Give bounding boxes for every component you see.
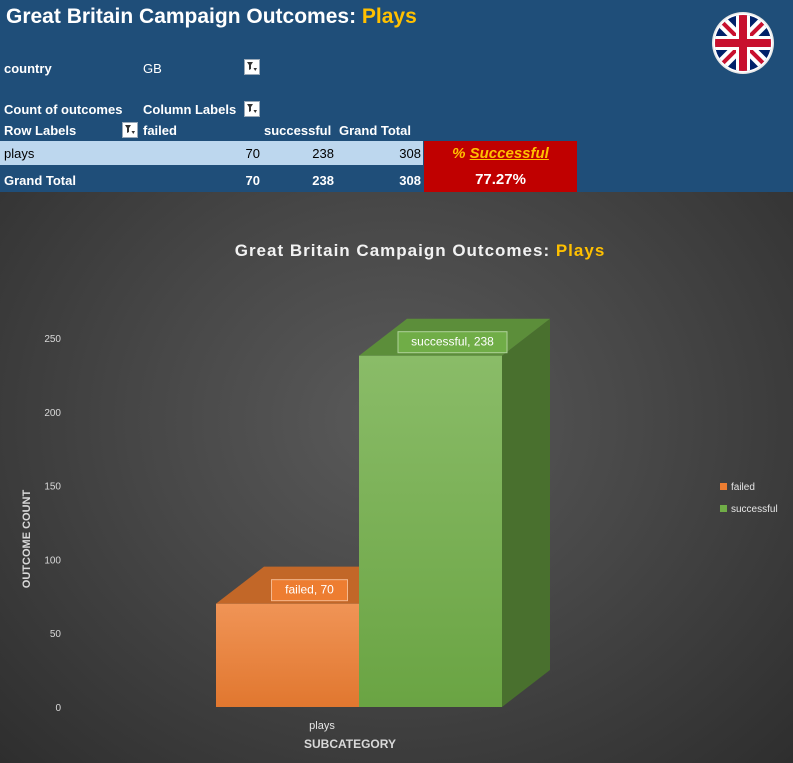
column-header-failed: failed [143, 123, 177, 138]
y-tick-label: 150 [44, 482, 61, 493]
dashboard-title-prefix: Great Britain Campaign Outcomes: [6, 5, 362, 28]
data-label-successful: successful, 238 [397, 331, 508, 354]
grand-total-total: 308 [399, 173, 421, 188]
bar-front-face [359, 355, 502, 707]
legend-swatch [720, 483, 727, 490]
bar-front-face [216, 603, 359, 707]
chart-title: Great Britain Campaign Outcomes: Plays [235, 241, 606, 260]
filter-field-value: GB [143, 61, 162, 76]
cell-failed: 70 [245, 146, 260, 161]
chart-title-highlight: Plays [556, 241, 605, 260]
chart-title-prefix: Great Britain Campaign Outcomes: [235, 241, 556, 260]
row-labels-filter-button[interactable] [122, 122, 138, 138]
y-tick-label: 0 [55, 703, 61, 714]
filter-dropdown-icon [247, 62, 257, 71]
values-field-label: Count of outcomes [4, 102, 123, 117]
filter-field-label: country [4, 61, 52, 76]
x-category-label: plays [309, 720, 335, 732]
legend-label: failed [731, 482, 755, 493]
x-axis-title: SUBCATEGORY [304, 737, 396, 751]
success-rate-value: 77.27% [475, 171, 526, 188]
pivot-table-panel: Great Britain Campaign Outcomes: Plays c… [0, 0, 793, 192]
column-labels-header: Column Labels [143, 102, 237, 117]
union-jack-flag-icon [712, 12, 774, 74]
grand-total-successful: 238 [312, 173, 334, 188]
legend-item-failed[interactable]: failed [720, 482, 755, 493]
success-rate-label-word: Successful [469, 145, 549, 162]
svg-text:failed, 70: failed, 70 [285, 583, 334, 597]
legend-item-successful[interactable]: successful [720, 504, 778, 515]
row-label: plays [4, 146, 35, 161]
chart-legend[interactable]: failed successful [720, 482, 778, 515]
chart-area[interactable]: Great Britain Campaign Outcomes: Plays 0… [0, 192, 793, 763]
table-row[interactable]: plays 70 238 308 [0, 141, 423, 165]
legend-swatch [720, 505, 727, 512]
column-header-grand-total: Grand Total [339, 123, 411, 138]
dashboard-title-highlight: Plays [361, 5, 417, 28]
y-tick-label: 50 [50, 629, 62, 640]
success-rate-label-prefix: % [452, 145, 470, 162]
success-rate-box: % Successful 77.27% [424, 141, 577, 192]
cell-successful: 238 [312, 146, 334, 161]
filter-dropdown-icon [125, 125, 135, 134]
country-filter-button[interactable] [244, 59, 260, 75]
success-rate-label: % Successful [424, 145, 577, 162]
legend-label: successful [731, 504, 778, 515]
data-label-failed: failed, 70 [271, 579, 348, 602]
cell-grand-total: 308 [399, 146, 421, 161]
grand-total-failed: 70 [245, 173, 260, 188]
row-labels-header: Row Labels [4, 123, 77, 138]
bar-successful[interactable] [359, 318, 550, 707]
bar-side-face [502, 318, 550, 707]
svg-text:successful, 238: successful, 238 [411, 335, 494, 349]
y-axis-title: OUTCOME COUNT [21, 490, 33, 589]
filter-dropdown-icon [247, 104, 257, 113]
column-header-successful: successful [264, 123, 332, 138]
grand-total-label: Grand Total [4, 173, 76, 188]
outcomes-chart: Great Britain Campaign Outcomes: Plays 0… [21, 241, 778, 751]
dashboard-title: Great Britain Campaign Outcomes: Plays [6, 5, 417, 29]
y-tick-label: 200 [44, 408, 61, 419]
column-labels-filter-button[interactable] [244, 101, 260, 117]
y-tick-label: 250 [44, 334, 61, 345]
y-tick-label: 100 [44, 555, 61, 566]
